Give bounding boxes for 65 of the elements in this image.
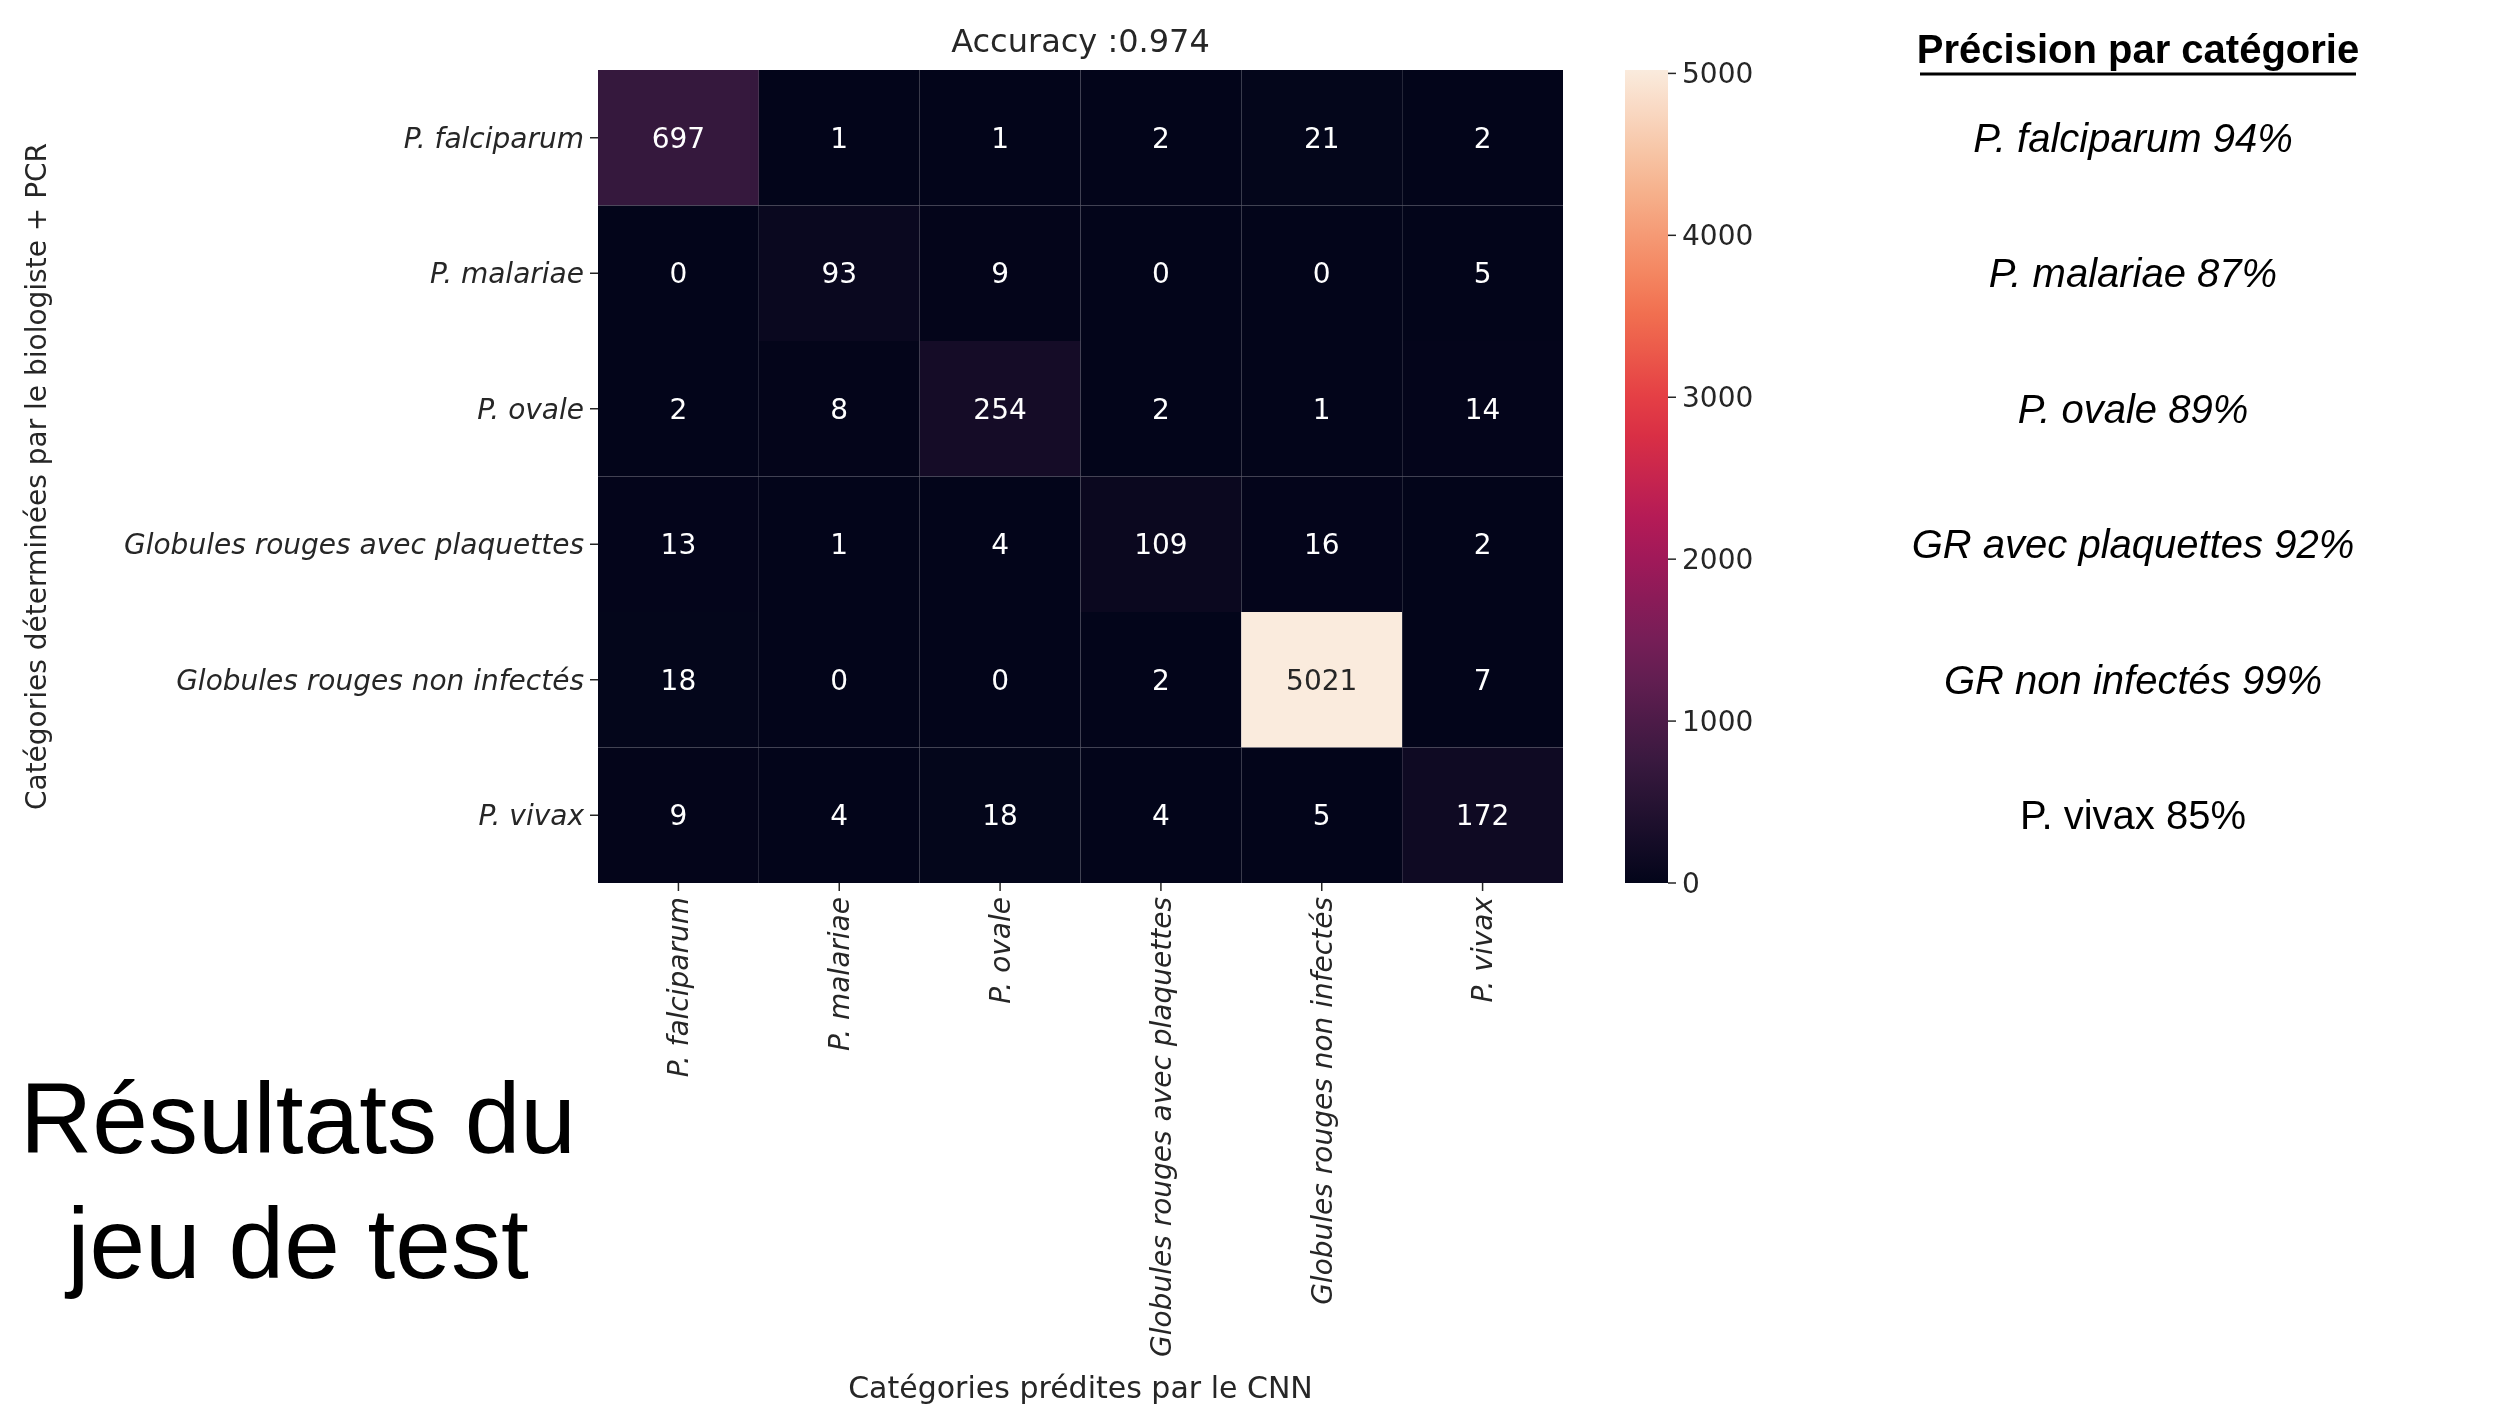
y-tick-label: P. falciparum <box>403 121 584 155</box>
data-label: 1 <box>830 528 849 562</box>
data-label: 2 <box>1473 121 1492 155</box>
color-bar-label: 5000 <box>1682 57 1754 91</box>
data-label: 8 <box>830 392 849 426</box>
color-bar-label: 1000 <box>1682 704 1754 738</box>
text: GR non infectés 99% <box>1944 657 2322 702</box>
text: P. falciparum 94% <box>1973 115 2293 160</box>
y-tick-label: P. ovale <box>477 392 584 426</box>
y-tick-label: P. malariae <box>430 257 584 291</box>
y-tick-label: Globules rouges non infectés <box>176 663 584 697</box>
y-tick-label: P. vivax <box>478 799 585 833</box>
data-label: 9 <box>669 799 688 833</box>
x-tick-label: P. ovale <box>983 897 1017 1004</box>
data-label: 1 <box>991 121 1009 155</box>
data-label: 4 <box>830 799 849 833</box>
data-label: 16 <box>1303 528 1340 562</box>
data-label: 13 <box>660 528 697 562</box>
data-label: 4 <box>991 528 1009 562</box>
text: P. vivax 85% <box>2019 793 2247 838</box>
chart-title: Accuracy :0.974 <box>951 22 1210 60</box>
data-label: 2 <box>1473 528 1492 562</box>
y-axis-title: Catégories déterminées par le biologiste + PCR <box>20 142 53 811</box>
data-label: 1 <box>830 121 849 155</box>
data-label: 0 <box>669 257 688 291</box>
x-tick-label: Globules rouges avec plaquettes <box>1144 897 1178 1357</box>
data-label: 0 <box>991 663 1009 697</box>
text: GR avec plaquettes 92% <box>1911 522 2355 567</box>
data-label: 254 <box>973 392 1027 426</box>
data-label: 5021 <box>1286 663 1358 697</box>
text: Précision par catégorie <box>1916 27 2360 71</box>
x-tick-label: P. vivax <box>1466 896 1500 1003</box>
color-bar-label: 2000 <box>1682 542 1754 576</box>
data-label: 18 <box>660 663 697 697</box>
x-tick-label: P. malariae <box>823 897 857 1051</box>
data-label: 9 <box>991 257 1009 291</box>
data-label: 2 <box>1152 121 1170 155</box>
data-label: 7 <box>1473 663 1492 697</box>
x-tick-label: Globules rouges non infectés <box>1305 897 1339 1305</box>
data-label: 14 <box>1464 392 1501 426</box>
data-label: 2 <box>1152 663 1170 697</box>
x-axis-title: Catégories prédites par le CNN <box>848 1370 1313 1405</box>
data-label: 18 <box>982 799 1018 833</box>
data-label: 0 <box>1152 257 1170 291</box>
color-bar-label: 3000 <box>1682 381 1754 415</box>
data-label: 0 <box>830 663 849 697</box>
data-label: 109 <box>1134 528 1188 562</box>
data-label: 697 <box>651 121 706 155</box>
data-label: 2 <box>669 392 688 426</box>
data-label: 172 <box>1455 799 1510 833</box>
data-label: 1 <box>1312 392 1331 426</box>
color-bar-label: 0 <box>1682 866 1700 900</box>
data-label: 93 <box>821 257 858 291</box>
text: P. ovale 89% <box>2017 386 2249 431</box>
data-label: 21 <box>1303 121 1340 155</box>
color-bar-label: 4000 <box>1682 219 1754 253</box>
data-label: 5 <box>1473 257 1492 291</box>
text: P. malariae 87% <box>1988 251 2278 296</box>
data-label: 4 <box>1152 799 1170 833</box>
data-label: 0 <box>1312 257 1331 291</box>
text: Résultats du jeu de test <box>20 1062 576 1299</box>
y-tick-label: Globules rouges avec plaquettes <box>124 528 584 562</box>
data-label: 2 <box>1152 392 1170 426</box>
x-tick-label: P. falciparum <box>662 897 696 1078</box>
data-label: 5 <box>1312 799 1331 833</box>
